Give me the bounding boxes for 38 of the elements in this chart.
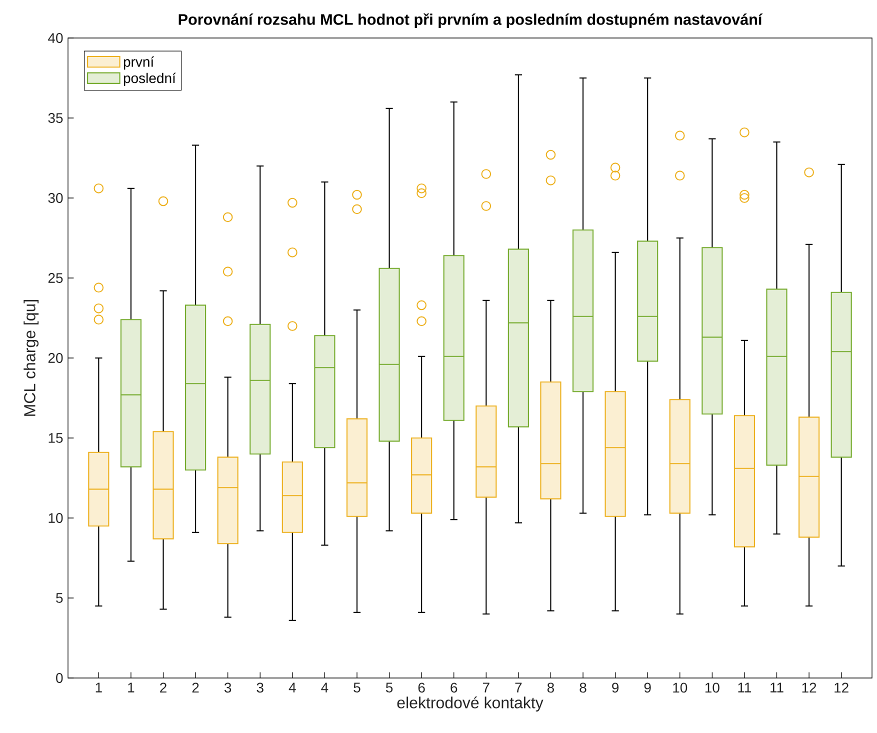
x-axis-title: elektrodové kontakty [397, 696, 544, 712]
x-tick-label: 1 [128, 682, 134, 692]
y-tick-label: 0 [56, 673, 63, 683]
x-tick-label: 9 [612, 682, 619, 693]
legend-label: první [124, 56, 154, 70]
x-tick-label: 12 [834, 682, 848, 692]
x-tick-label: 4 [321, 682, 328, 692]
x-tick-label: 8 [580, 682, 586, 693]
y-tick-label: 20 [48, 353, 63, 363]
y-axis-title: MCL charge [qu] [24, 300, 39, 416]
x-tick-label: 7 [515, 682, 522, 692]
y-tick-label: 10 [48, 513, 63, 523]
x-tick-label: 3 [256, 682, 264, 693]
y-tick-label: 15 [48, 433, 63, 443]
y-tick-label: 35 [48, 113, 63, 123]
x-tick-label: 4 [288, 682, 296, 692]
y-tick-label: 30 [48, 193, 63, 203]
y-tick-label: 40 [48, 33, 63, 43]
y-tick-label: 5 [56, 593, 63, 603]
x-tick-label: 8 [547, 682, 554, 693]
x-tick-label: 10 [705, 682, 720, 693]
x-tick-label: 11 [738, 682, 752, 692]
x-tick-label: 3 [224, 682, 232, 693]
legend-label: poslední [124, 72, 176, 86]
x-tick-label: 2 [160, 682, 166, 692]
x-tick-label: 11 [770, 682, 784, 692]
y-tick-label: 25 [48, 273, 63, 283]
x-tick-label: 12 [802, 682, 816, 692]
x-tick-label: 9 [644, 682, 651, 693]
x-tick-label: 7 [482, 682, 490, 692]
x-tick-label: 5 [354, 682, 360, 692]
x-tick-label: 1 [96, 682, 102, 692]
x-tick-label: 10 [673, 682, 688, 693]
chart-title: Porovnání rozsahu MCL hodnot při prvním a posledním dostupném nastavování [178, 13, 763, 28]
x-tick-label: 6 [450, 682, 458, 693]
x-tick-label: 6 [418, 682, 425, 693]
x-tick-label: 5 [386, 682, 393, 692]
x-tick-label: 2 [192, 682, 199, 692]
